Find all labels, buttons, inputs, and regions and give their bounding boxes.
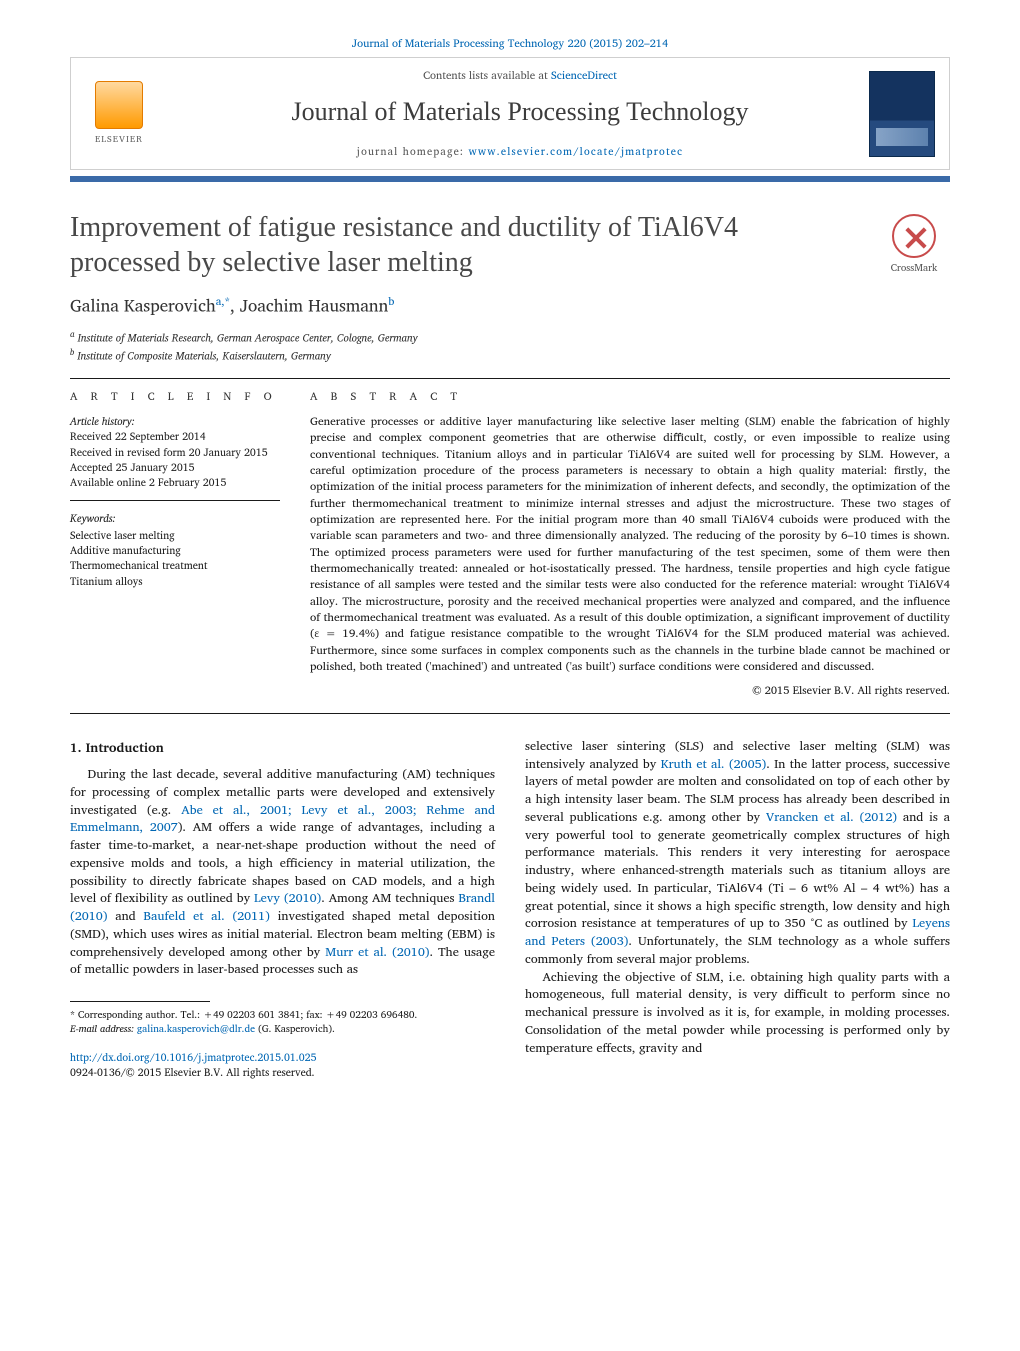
journal-header-center: Contents lists available at ScienceDirec… xyxy=(171,68,869,158)
body-columns: 1. Introduction During the last decade, … xyxy=(70,738,950,1080)
body-col-left: 1. Introduction During the last decade, … xyxy=(70,738,495,1080)
crossmark-icon xyxy=(892,214,936,258)
article-info-column: A R T I C L E I N F O Article history: R… xyxy=(70,389,280,699)
journal-header-box: ELSEVIER Contents lists available at Sci… xyxy=(70,57,950,169)
footnote-separator xyxy=(70,1001,210,1002)
publisher-logo: ELSEVIER xyxy=(85,74,153,154)
crossmark-label: CrossMark xyxy=(891,261,938,275)
separator-full xyxy=(70,713,950,714)
keywords-label: Keywords: xyxy=(70,511,280,526)
abstract-copyright: © 2015 Elsevier B.V. All rights reserved… xyxy=(310,683,950,698)
homepage-label: journal homepage: xyxy=(357,142,469,160)
publisher-label: ELSEVIER xyxy=(95,133,143,146)
citation-line: Journal of Materials Processing Technolo… xyxy=(70,36,950,51)
keywords-list: Selective laser melting Additive manufac… xyxy=(70,528,280,589)
intro-paragraph-1-cont: selective laser sintering (SLS) and sele… xyxy=(525,738,950,969)
affiliation-b: Institute of Composite Materials, Kaiser… xyxy=(77,347,331,365)
issn-line: 0924-0136/© 2015 Elsevier B.V. All right… xyxy=(70,1063,315,1081)
affiliations: a Institute of Materials Research, Germa… xyxy=(70,328,950,363)
sciencedirect-link[interactable]: ScienceDirect xyxy=(551,66,617,84)
keyword: Titanium alloys xyxy=(70,572,143,590)
homepage-line: journal homepage: www.elsevier.com/locat… xyxy=(171,144,869,159)
history-online: Available online 2 February 2015 xyxy=(70,473,226,491)
body-col-right: selective laser sintering (SLS) and sele… xyxy=(525,738,950,1080)
intro-heading: 1. Introduction xyxy=(70,738,495,756)
elsevier-tree-icon xyxy=(95,81,143,129)
intro-paragraph-2: Achieving the objective of SLM, i.e. obt… xyxy=(525,969,950,1058)
email-who: (G. Kasperovich). xyxy=(255,1021,335,1037)
email-link[interactable]: galina.kasperovich@dlr.de xyxy=(137,1021,255,1037)
separator xyxy=(70,378,950,379)
homepage-link[interactable]: www.elsevier.com/locate/jmatprotec xyxy=(468,142,683,160)
crossmark-button[interactable]: CrossMark xyxy=(878,214,950,275)
journal-cover-thumb xyxy=(869,71,935,157)
author-sep: , xyxy=(230,293,240,320)
email-label: E-mail address: xyxy=(70,1021,137,1037)
corresponding-author: * Corresponding author. Tel.: +49 02203 … xyxy=(70,1008,495,1022)
article-title: Improvement of fatigue resistance and du… xyxy=(70,210,850,280)
authors-line: Galina Kasperovicha,*, Joachim Hausmannb xyxy=(70,294,950,318)
text-run: and is a very powerful tool to generate … xyxy=(525,807,950,934)
author-2-aff-link[interactable]: b xyxy=(388,292,394,310)
footnotes: * Corresponding author. Tel.: +49 02203 … xyxy=(70,1008,495,1036)
affiliation-a: Institute of Materials Research, German … xyxy=(78,329,418,347)
article-history: Article history: Received 22 September 2… xyxy=(70,414,280,501)
abstract-label: A B S T R A C T xyxy=(310,389,950,404)
doi-block: http://dx.doi.org/10.1016/j.jmatprotec.2… xyxy=(70,1050,495,1080)
author-1: Galina Kasperovich xyxy=(70,293,216,320)
accent-bar xyxy=(70,176,950,182)
contents-label: Contents lists available at xyxy=(423,66,551,84)
intro-paragraph-1: During the last decade, several additive… xyxy=(70,766,495,979)
journal-name: Journal of Materials Processing Technolo… xyxy=(171,94,869,130)
contents-line: Contents lists available at ScienceDirec… xyxy=(171,68,869,83)
abstract-column: A B S T R A C T Generative processes or … xyxy=(310,389,950,699)
author-2: Joachim Hausmann xyxy=(240,293,389,320)
abstract-text: Generative processes or additive layer m… xyxy=(310,414,950,675)
article-info-label: A R T I C L E I N F O xyxy=(70,389,280,404)
